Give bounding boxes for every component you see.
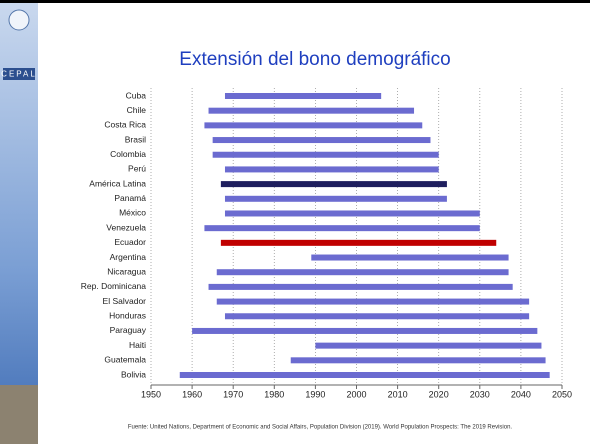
x-tick-label: 1960 <box>182 389 202 399</box>
y-tick-label: Nicaragua <box>107 266 146 276</box>
y-tick-label: Chile <box>127 105 147 115</box>
bar <box>192 327 538 334</box>
y-tick-label: Perú <box>128 164 146 174</box>
bar <box>212 137 431 144</box>
y-tick-label: Honduras <box>109 311 146 321</box>
bar <box>224 166 439 173</box>
x-tick-label: 1950 <box>141 389 161 399</box>
bar <box>204 225 480 232</box>
x-tick-label: 1970 <box>223 389 243 399</box>
y-tick-label: Guatemala <box>104 355 146 365</box>
bar <box>179 372 550 378</box>
y-tick-label: Argentina <box>110 252 147 262</box>
y-tick-label: Costa Rica <box>104 120 146 130</box>
bar <box>224 195 447 202</box>
sidebar-photo <box>0 385 38 444</box>
y-tick-label: América Latina <box>89 178 146 188</box>
bar <box>216 298 530 305</box>
logo-box <box>3 68 35 80</box>
source-note: Fuente: United Nations, Department of Ec… <box>128 425 513 431</box>
logo-emblem <box>8 9 30 31</box>
bar <box>220 239 497 246</box>
bar <box>224 313 530 320</box>
x-tick-label: 2000 <box>346 389 366 399</box>
x-tick-label: 1990 <box>305 389 325 399</box>
x-tick-label: 2020 <box>429 389 449 399</box>
y-tick-label: Bolivia <box>121 369 146 379</box>
logo-text: CEPAL <box>1 70 37 79</box>
bar <box>204 122 423 129</box>
bar <box>224 93 382 99</box>
y-tick-label: Venezuela <box>106 222 146 232</box>
y-tick-label: Cuba <box>126 90 147 100</box>
x-tick-label: 2030 <box>470 389 490 399</box>
bar <box>311 254 509 261</box>
top-border <box>0 0 590 3</box>
x-tick-label: 1980 <box>264 389 284 399</box>
bar <box>208 107 415 114</box>
x-tick-label: 2010 <box>388 389 408 399</box>
y-tick-label: Rep. Dominicana <box>81 281 146 291</box>
y-tick-label: El Salvador <box>103 296 147 306</box>
y-tick-label: Paraguay <box>110 325 147 335</box>
y-tick-label: México <box>119 208 146 218</box>
y-tick-label: Colombia <box>110 149 146 159</box>
bar <box>216 269 509 276</box>
bar <box>224 210 480 217</box>
bar <box>212 151 439 158</box>
chart-title: Extensión del bono demográfico <box>179 49 450 70</box>
x-tick-label: 2040 <box>511 389 531 399</box>
bar <box>208 283 513 290</box>
bar <box>290 357 546 364</box>
y-tick-label: Haiti <box>129 340 146 350</box>
x-tick-label: 2050 <box>552 389 572 399</box>
y-tick-label: Ecuador <box>114 237 146 247</box>
y-tick-label: Panamá <box>114 193 146 203</box>
bar <box>220 181 447 188</box>
y-tick-label: Brasil <box>125 134 146 144</box>
bar <box>315 342 542 349</box>
